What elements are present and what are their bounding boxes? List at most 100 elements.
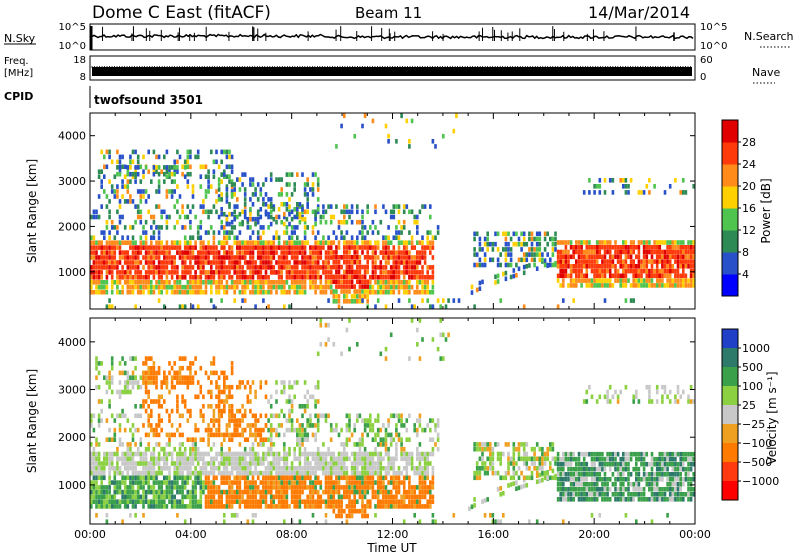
rti-cell bbox=[293, 182, 296, 187]
rti-cell bbox=[277, 284, 281, 290]
rti-cell bbox=[509, 252, 513, 257]
rti-cell bbox=[269, 202, 273, 207]
rti-cell bbox=[215, 451, 218, 457]
rti-cell bbox=[429, 504, 432, 509]
rti-cell bbox=[358, 461, 362, 466]
rti-cell bbox=[507, 247, 510, 252]
rti-cell bbox=[134, 275, 137, 280]
rti-cell bbox=[288, 504, 291, 509]
rti-cell bbox=[361, 289, 364, 294]
rti-cell bbox=[322, 470, 325, 476]
rti-cell bbox=[293, 466, 296, 471]
rti-cell bbox=[624, 278, 628, 283]
rti-cell bbox=[309, 245, 312, 250]
rti-cell bbox=[303, 250, 307, 255]
rti-cell bbox=[275, 289, 278, 295]
rti-cell bbox=[243, 284, 247, 290]
rti-cell bbox=[251, 475, 255, 481]
rti-cell bbox=[110, 375, 114, 380]
rti-cell bbox=[296, 260, 299, 265]
rti-cell bbox=[110, 225, 114, 230]
rti-cell bbox=[343, 299, 346, 304]
rti-cell bbox=[103, 174, 106, 179]
rti-cell bbox=[421, 504, 424, 509]
rti-cell bbox=[249, 245, 252, 250]
rti-cell bbox=[397, 260, 401, 265]
rti-cell bbox=[356, 489, 359, 495]
rti-cell bbox=[97, 451, 101, 457]
rti-cell bbox=[228, 260, 231, 265]
rti-cell bbox=[361, 485, 364, 490]
rti-cell bbox=[387, 489, 390, 495]
rti-cell bbox=[142, 489, 145, 495]
rti-cell bbox=[343, 485, 346, 490]
rti-cell bbox=[204, 260, 208, 265]
rti-cell bbox=[687, 283, 690, 288]
rti-cell bbox=[551, 247, 555, 252]
freq-panel: Freq. [MHz] 18 8 60 0 Nave bbox=[4, 55, 780, 84]
rti-cell bbox=[384, 427, 388, 433]
rti-cell bbox=[217, 494, 221, 500]
rti-cell bbox=[361, 451, 364, 457]
rti-cell bbox=[442, 133, 445, 139]
rti-cell bbox=[186, 475, 190, 481]
rti-cell bbox=[290, 225, 294, 230]
rti-cell bbox=[225, 427, 229, 433]
rti-cell bbox=[204, 289, 208, 295]
rti-cell bbox=[259, 461, 263, 466]
rti-cell bbox=[366, 489, 369, 495]
rti-cell bbox=[118, 214, 122, 220]
rti-cell bbox=[303, 245, 307, 250]
rti-cell bbox=[113, 432, 117, 438]
rti-cell bbox=[502, 247, 505, 252]
rti-cell bbox=[173, 361, 176, 366]
rti-cell bbox=[228, 149, 231, 155]
rti-cell bbox=[236, 423, 239, 428]
rti-cell bbox=[170, 365, 174, 371]
rti-cell bbox=[517, 241, 521, 247]
rti-cell bbox=[400, 260, 403, 265]
rti-cell bbox=[627, 254, 630, 260]
rti-cell bbox=[426, 423, 429, 428]
rti-cell bbox=[290, 172, 294, 177]
rti-cell bbox=[173, 475, 176, 481]
rti-cell bbox=[202, 470, 205, 476]
rti-cell bbox=[288, 270, 291, 275]
rti-cell bbox=[290, 240, 294, 245]
rti-cell bbox=[402, 260, 406, 265]
rti-cell bbox=[100, 480, 103, 485]
rti-cell bbox=[426, 270, 429, 275]
rti-cell bbox=[363, 418, 367, 423]
rti-cell bbox=[356, 289, 359, 294]
rti-cell bbox=[157, 456, 161, 462]
rti-cell bbox=[157, 399, 161, 404]
rti-cell bbox=[157, 404, 161, 409]
rti-cell bbox=[186, 284, 190, 290]
rti-cell bbox=[348, 475, 351, 481]
rti-cell bbox=[567, 240, 570, 245]
rti-cell bbox=[598, 190, 602, 195]
rti-cell bbox=[301, 172, 304, 177]
rti-cell bbox=[280, 489, 283, 495]
rti-cell bbox=[194, 394, 197, 400]
rti-cell bbox=[267, 225, 270, 230]
rti-cell bbox=[350, 485, 354, 490]
rti-cell bbox=[160, 245, 163, 250]
rti-cell bbox=[627, 245, 630, 250]
rti-cell bbox=[105, 389, 109, 395]
rti-cell bbox=[408, 461, 411, 466]
rti-cell bbox=[285, 485, 289, 490]
rti-cell bbox=[629, 259, 633, 264]
rti-cell bbox=[217, 214, 221, 220]
rti-cell bbox=[136, 245, 140, 250]
rti-cell bbox=[530, 231, 534, 237]
rti-cell bbox=[215, 384, 218, 390]
rti-cell bbox=[361, 494, 364, 500]
rti-cell bbox=[389, 270, 393, 275]
rti-cell bbox=[186, 466, 190, 471]
rti-cell bbox=[210, 275, 213, 280]
rti-cell bbox=[243, 461, 247, 466]
rti-cell bbox=[288, 182, 291, 187]
rti-cell bbox=[366, 423, 369, 428]
rti-cell bbox=[186, 418, 190, 423]
